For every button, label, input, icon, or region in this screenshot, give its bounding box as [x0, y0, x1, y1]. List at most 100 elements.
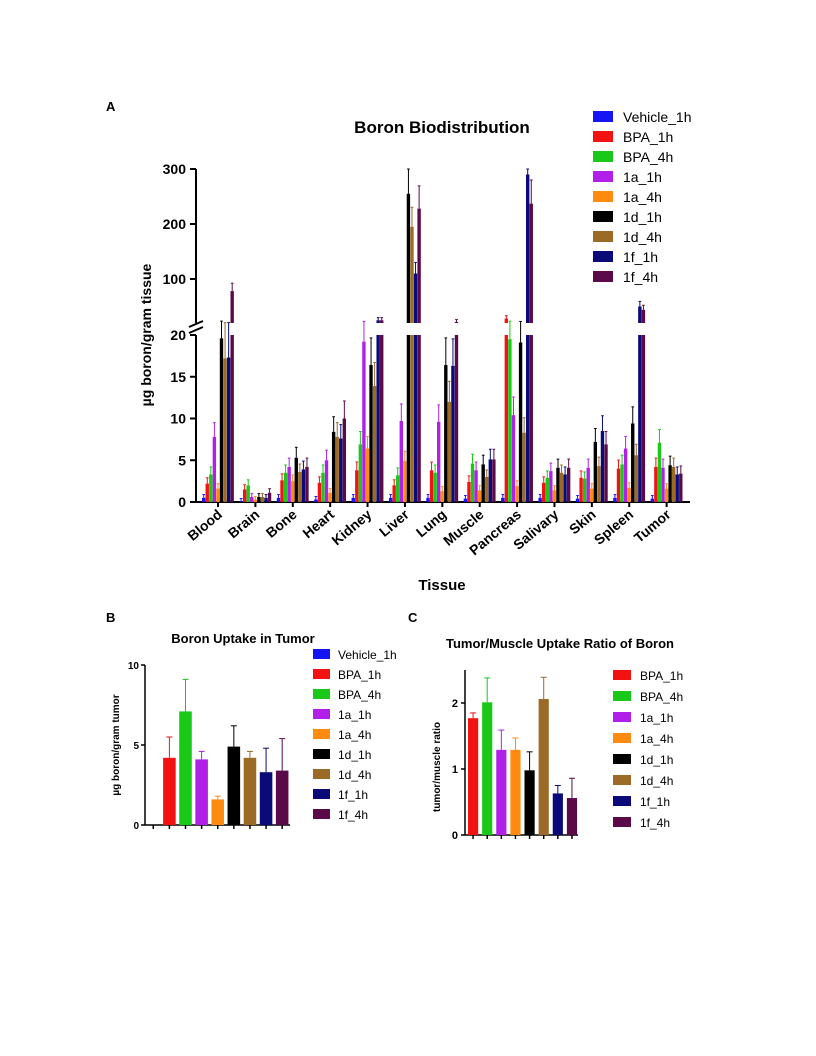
legend-label: BPA_1h	[640, 669, 683, 683]
bar	[365, 448, 370, 502]
bar	[552, 490, 557, 502]
bar	[324, 460, 329, 502]
bar	[195, 759, 208, 825]
bar-upper-segment	[638, 306, 642, 323]
legend-label: Vehicle_1h	[338, 648, 397, 662]
bar	[163, 757, 176, 825]
bar	[529, 335, 533, 502]
bar	[317, 482, 322, 502]
legend-label: 1f_1h	[623, 249, 658, 265]
legend-swatch	[593, 111, 613, 122]
bar	[463, 498, 468, 502]
y-tick-label: 1	[452, 764, 458, 776]
legend-swatch	[593, 191, 613, 202]
bar	[226, 357, 231, 502]
bar	[413, 335, 418, 502]
bar-upper-segment	[380, 320, 384, 323]
y-tick-label: 20	[170, 327, 186, 343]
bar	[264, 497, 268, 502]
bar	[481, 464, 485, 502]
bar	[545, 477, 549, 502]
legend-swatch	[593, 231, 613, 242]
y-tick-label: 100	[163, 271, 187, 287]
bar	[511, 415, 516, 502]
legend-label: 1d_1h	[338, 748, 371, 762]
bar	[436, 421, 441, 502]
bar	[575, 498, 580, 502]
bar	[631, 423, 635, 502]
legend-label: BPA_4h	[338, 688, 381, 702]
legend-swatch	[313, 789, 330, 799]
legend-label: 1a_4h	[623, 189, 662, 205]
legend-swatch	[593, 131, 613, 142]
legend-label: 1f_1h	[640, 795, 670, 809]
bar	[230, 335, 234, 502]
axis-break-mark-upper	[188, 320, 204, 328]
bar	[593, 441, 598, 502]
bar	[492, 459, 496, 502]
bar-upper-segment	[454, 321, 459, 323]
bar	[444, 365, 448, 502]
bar	[433, 472, 437, 502]
bar	[650, 498, 654, 502]
legend-label: 1a_1h	[338, 708, 371, 722]
bar	[634, 455, 638, 502]
legend-label: BPA_1h	[338, 668, 381, 682]
bar	[275, 770, 289, 825]
bar-upper-segment	[406, 193, 411, 323]
bar-upper-segment	[413, 273, 418, 323]
bar	[590, 488, 594, 502]
legend-swatch	[613, 775, 631, 785]
bar	[515, 486, 519, 502]
bar	[358, 444, 363, 502]
y-tick-label: 0	[452, 830, 458, 842]
bar-upper-segment	[529, 203, 533, 323]
bar	[429, 470, 434, 502]
bar	[260, 496, 265, 502]
bar	[668, 465, 672, 502]
legend-swatch	[313, 649, 330, 659]
bar	[294, 457, 298, 502]
bar	[522, 432, 526, 502]
bar	[627, 487, 631, 502]
y-tick-label: 5	[133, 741, 139, 752]
bar	[321, 472, 325, 502]
bar	[566, 467, 571, 502]
bar-upper-segment	[417, 208, 421, 323]
legend-swatch	[313, 809, 330, 819]
bar	[654, 466, 658, 502]
legend-swatch	[613, 670, 631, 680]
bar	[477, 490, 482, 502]
bar	[664, 488, 669, 502]
bar	[328, 492, 332, 502]
bar	[362, 341, 366, 502]
bar	[339, 438, 343, 502]
bar	[239, 501, 243, 502]
bar	[276, 497, 281, 502]
bar	[501, 497, 505, 502]
bar	[291, 481, 295, 502]
bar	[552, 793, 563, 835]
legend-swatch	[613, 754, 631, 764]
legend-swatch	[593, 251, 613, 262]
bar	[211, 799, 225, 825]
bar	[253, 499, 258, 502]
bar	[410, 335, 414, 502]
y-tick-label: 200	[163, 216, 187, 232]
bar	[604, 444, 608, 502]
bar	[396, 475, 400, 502]
panel-a-letter: A	[106, 99, 116, 114]
bar	[623, 448, 628, 502]
bar	[485, 476, 489, 502]
bar	[538, 497, 542, 502]
bar	[671, 466, 676, 502]
bar	[257, 496, 261, 502]
bar	[301, 469, 306, 502]
legend-label: 1f_4h	[338, 808, 368, 822]
bar	[524, 770, 535, 835]
panel-b-letter: B	[106, 610, 115, 625]
y-tick-label: 0	[133, 821, 139, 832]
legend-label: Vehicle_1h	[623, 109, 692, 125]
legend-swatch	[313, 669, 330, 679]
